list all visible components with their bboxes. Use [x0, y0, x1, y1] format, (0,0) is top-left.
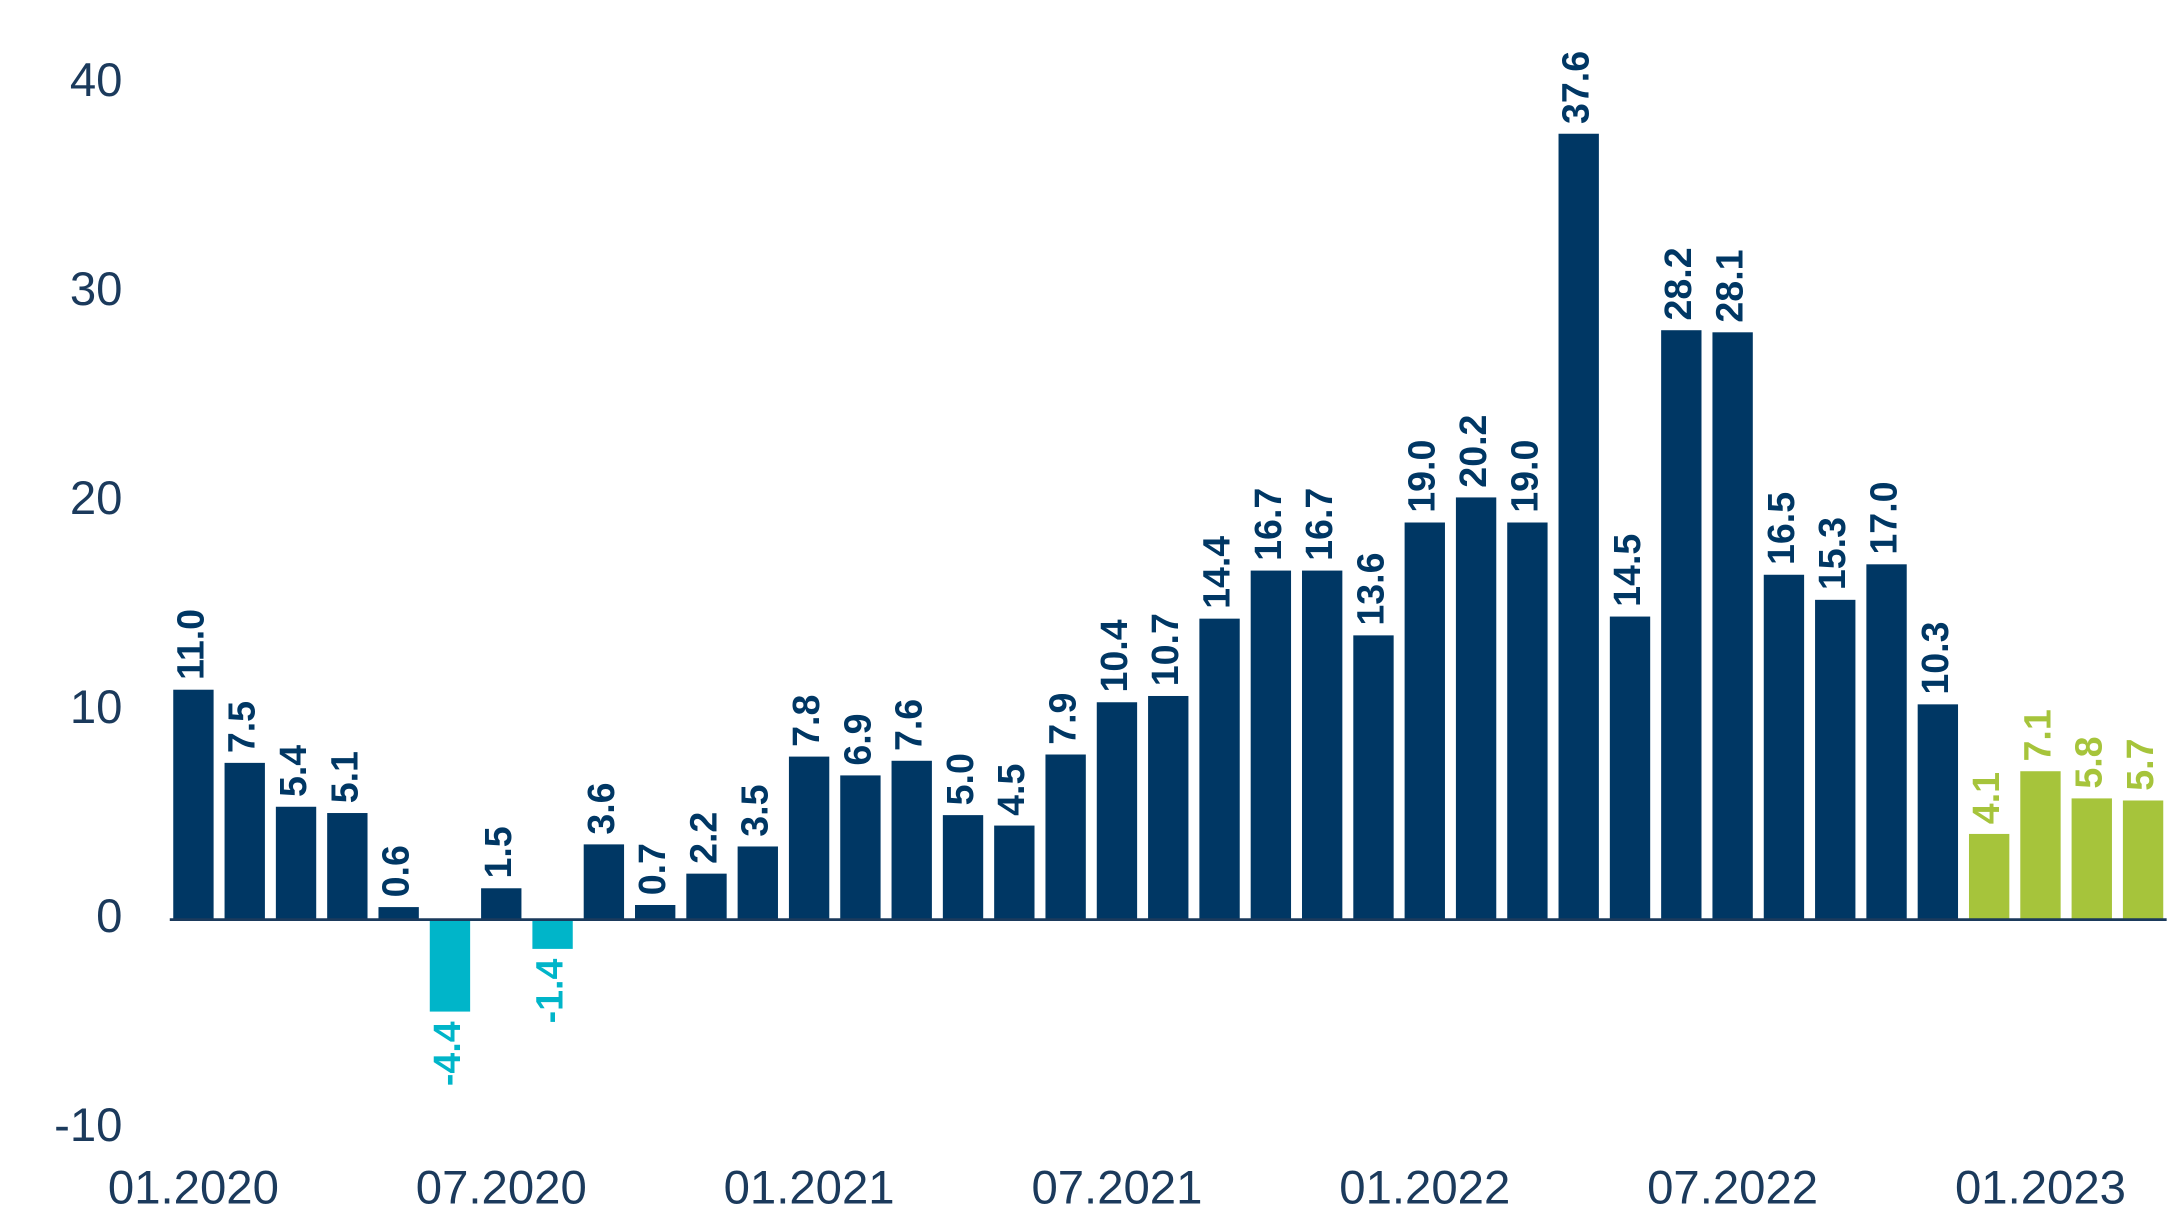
value-label: 28.1 — [1709, 249, 1751, 322]
value-label: 7.9 — [1042, 693, 1084, 745]
value-label: 16.5 — [1760, 492, 1802, 565]
value-label: 14.4 — [1195, 536, 1237, 609]
value-label: 13.6 — [1349, 553, 1391, 626]
y-tick-label: -10 — [54, 1099, 122, 1152]
bar — [1045, 754, 1086, 920]
value-label: -4.4 — [426, 1021, 468, 1086]
value-label: 7.8 — [785, 695, 827, 747]
bar — [1968, 833, 2010, 920]
x-tick-label: 07.2020 — [416, 1162, 587, 1215]
bar — [737, 846, 778, 920]
bar — [224, 762, 265, 920]
value-label: 5.1 — [323, 751, 365, 803]
value-label: 15.3 — [1811, 517, 1853, 590]
bar — [1815, 599, 1856, 920]
y-tick-label: 20 — [70, 472, 123, 525]
bar — [1661, 330, 1702, 920]
bar — [532, 919, 573, 949]
value-label: 0.6 — [375, 845, 417, 897]
value-label: 4.5 — [990, 764, 1032, 816]
bar — [994, 825, 1035, 920]
bar — [1096, 702, 1138, 920]
bar — [1917, 704, 1959, 920]
bar — [635, 904, 676, 920]
y-tick-label: 10 — [70, 681, 123, 734]
bar — [686, 873, 727, 920]
value-label: 19.0 — [1503, 440, 1545, 513]
bar — [173, 689, 214, 920]
bar — [327, 813, 368, 920]
x-tick-label: 01.2021 — [724, 1162, 895, 1215]
bar — [1763, 574, 1805, 920]
value-label: 17.0 — [1862, 481, 1904, 554]
bar — [275, 806, 317, 920]
value-label: 3.6 — [580, 782, 622, 834]
bar — [891, 760, 932, 920]
bar — [378, 907, 419, 920]
bar — [1148, 695, 1189, 920]
value-label: 10.7 — [1144, 613, 1186, 686]
value-label: 4.1 — [1965, 772, 2007, 824]
value-label: 0.7 — [631, 843, 673, 895]
value-label: 7.6 — [888, 699, 930, 751]
value-label: 28.2 — [1657, 247, 1699, 320]
value-label: 2.2 — [682, 812, 724, 864]
x-tick-label: 01.2022 — [1339, 1162, 1510, 1215]
value-label: 19.0 — [1401, 440, 1443, 513]
bar — [1712, 332, 1753, 920]
bar — [429, 919, 471, 1012]
value-label: 5.8 — [2068, 736, 2110, 788]
bar — [840, 775, 881, 920]
bar — [1866, 564, 1907, 920]
x-tick-label: 07.2021 — [1031, 1162, 1202, 1215]
value-label: 3.5 — [734, 785, 776, 837]
value-label: 16.7 — [1247, 488, 1289, 561]
value-label: 6.9 — [836, 713, 878, 765]
value-label: 14.5 — [1606, 534, 1648, 607]
value-label: 5.0 — [939, 753, 981, 805]
bar — [1455, 497, 1497, 920]
bar — [2122, 800, 2164, 920]
bar — [1199, 618, 1240, 920]
bar — [2071, 798, 2112, 920]
value-label: 11.0 — [169, 609, 211, 680]
value-label: 37.6 — [1555, 51, 1597, 124]
value-label: 20.2 — [1452, 415, 1494, 488]
value-label: 7.1 — [2016, 709, 2058, 761]
y-tick-label: 30 — [70, 263, 123, 316]
value-label: 1.5 — [477, 826, 519, 878]
bar — [1353, 635, 1394, 920]
bar — [2020, 771, 2061, 920]
x-tick-label: 01.2023 — [1955, 1162, 2126, 1215]
value-label: 16.7 — [1298, 488, 1340, 561]
value-label: 10.3 — [1914, 621, 1956, 694]
bar — [942, 815, 984, 920]
bar — [583, 844, 625, 920]
bar — [788, 756, 830, 920]
bar — [1250, 570, 1292, 920]
value-label: 5.7 — [2119, 739, 2161, 791]
bar — [1609, 616, 1651, 920]
bar — [481, 888, 522, 920]
y-tick-label: 0 — [96, 890, 122, 943]
bar — [1558, 133, 1599, 920]
value-label: 7.5 — [221, 701, 263, 753]
bar — [1507, 522, 1548, 920]
y-tick-label: 40 — [70, 54, 123, 107]
x-tick-label: 01.2020 — [108, 1162, 279, 1215]
value-label: 10.4 — [1093, 619, 1135, 692]
x-tick-label: 07.2022 — [1647, 1162, 1818, 1215]
bar — [1404, 522, 1445, 920]
value-label: 5.4 — [272, 745, 314, 797]
bar — [1301, 570, 1343, 920]
value-label: -1.4 — [528, 959, 570, 1024]
